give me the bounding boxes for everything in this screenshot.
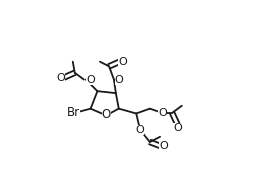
Text: O: O <box>86 74 95 85</box>
Text: O: O <box>101 108 110 121</box>
Text: O: O <box>56 73 65 83</box>
Text: Br: Br <box>66 106 80 119</box>
Text: O: O <box>172 123 181 133</box>
Text: O: O <box>158 141 167 151</box>
Text: O: O <box>117 57 126 67</box>
Text: O: O <box>114 74 123 85</box>
Text: O: O <box>135 125 144 135</box>
Text: O: O <box>157 108 166 118</box>
